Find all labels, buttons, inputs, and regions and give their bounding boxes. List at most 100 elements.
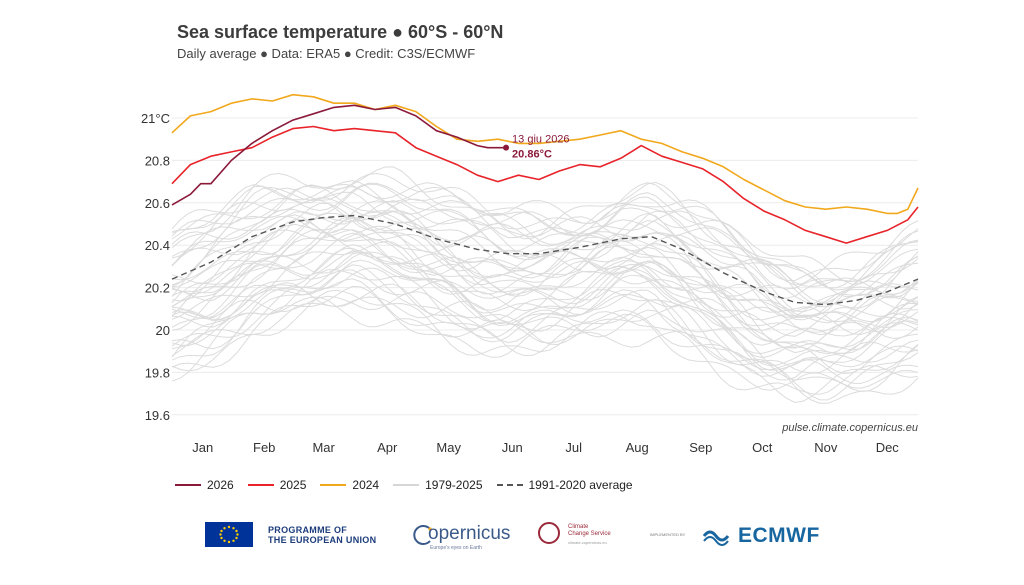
series-line-2024 — [171, 93, 919, 215]
historical-line — [171, 263, 919, 375]
historical-line — [171, 182, 919, 289]
chart-title: Sea surface temperature ● 60°S - 60°N — [177, 22, 504, 42]
x-tick-label: Jan — [192, 440, 213, 455]
c3s-logo-text: Climate Change Service — [568, 524, 611, 538]
legend-label-historical: 1979-2025 — [425, 478, 483, 492]
y-tick-label: 20.2 — [145, 281, 170, 296]
historical-line — [171, 296, 919, 404]
historical-line — [171, 210, 919, 318]
series-line-2026 — [171, 104, 507, 206]
historical-line — [171, 211, 919, 312]
historical-line — [171, 217, 919, 331]
latest-point-marker — [503, 144, 510, 151]
eu-line-2: THE EUROPEAN UNION — [268, 535, 377, 545]
eu-programme-text: PROGRAMME OF THE EUROPEAN UNION — [268, 525, 376, 545]
historical-line — [171, 289, 919, 395]
copernicus-logo: opernicus — [428, 523, 511, 544]
historical-line — [171, 172, 919, 282]
annotation-layer: 13 giu 2026 20.86°C — [503, 134, 570, 161]
annotation-date: 13 giu 2026 — [512, 134, 570, 146]
historical-line — [171, 232, 919, 346]
legend-item-average[interactable]: 1991-2020 average — [496, 478, 633, 492]
x-tick-label: Sep — [689, 440, 712, 455]
x-tick-label: Jun — [502, 440, 523, 455]
x-tick-label: Apr — [377, 440, 398, 455]
historical-line — [171, 172, 919, 285]
historical-line — [171, 185, 919, 291]
x-tick-label: Mar — [312, 440, 335, 455]
historical-line — [171, 291, 919, 401]
y-tick-label: 20 — [156, 323, 170, 338]
historical-line — [171, 183, 919, 299]
historical-line — [171, 250, 919, 355]
copernicus-c-icon — [413, 525, 432, 545]
legend-label-2026: 2026 — [207, 478, 234, 492]
y-tick-label: 19.6 — [145, 408, 170, 423]
historical-line — [171, 269, 919, 374]
historical-line — [171, 182, 919, 290]
c3s-url: climate.copernicus.eu — [568, 540, 607, 545]
ecmwf-wave-icon — [702, 530, 730, 546]
x-axis-ticks: Jan Feb Mar Apr May Jun Jul Aug Sep Oct Nov Dec — [192, 440, 899, 455]
x-tick-label: Jul — [565, 440, 582, 455]
legend-item-2024[interactable]: 2024 — [320, 478, 379, 492]
x-tick-label: Oct — [752, 440, 773, 455]
c3s-line-2: Change Service — [568, 531, 611, 537]
y-tick-label: 20.8 — [145, 153, 170, 168]
legend-item-2026[interactable]: 2026 — [175, 478, 234, 492]
copernicus-tagline: Europe's eyes on Earth — [430, 545, 482, 551]
historical-line — [171, 228, 919, 336]
historical-line — [171, 197, 919, 303]
historical-line — [171, 267, 919, 381]
historical-line — [171, 251, 919, 367]
eu-line-1: PROGRAMME OF — [268, 525, 348, 535]
y-tick-label: 20.4 — [145, 238, 170, 253]
x-tick-label: May — [436, 440, 461, 455]
legend-item-2025[interactable]: 2025 — [247, 478, 307, 492]
eu-stars-icon — [219, 525, 239, 544]
historical-line — [171, 214, 919, 323]
legend-swatch-2024 — [320, 484, 347, 486]
historical-line — [171, 166, 919, 286]
legend-swatch-historical — [393, 484, 420, 486]
historical-line — [171, 200, 919, 313]
legend-label-2025: 2025 — [279, 478, 307, 492]
historical-line — [171, 210, 919, 321]
historical-line — [171, 259, 919, 371]
series-line-2025 — [171, 125, 919, 244]
logo-bar: PROGRAMME OF THE EUROPEAN UNION opernicu… — [0, 518, 1024, 558]
c3s-line-1: Climate — [568, 524, 589, 530]
eu-flag-logo — [205, 522, 253, 547]
source-note: pulse.climate.copernicus.eu — [781, 422, 918, 434]
historical-line — [171, 225, 919, 337]
x-tick-label: Dec — [876, 440, 900, 455]
ecmwf-logo: ECMWF — [738, 524, 820, 547]
historical-lines-layer — [171, 166, 919, 404]
y-axis-ticks: 19.6 19.8 20 20.2 20.4 20.6 20.8 21°C — [141, 111, 170, 423]
y-tick-label: 21°C — [141, 111, 170, 126]
historical-line — [171, 216, 919, 324]
c3s-logo-icon — [538, 522, 560, 544]
historical-line — [171, 247, 919, 355]
legend-item-historical[interactable]: 1979-2025 — [393, 478, 483, 492]
x-tick-label: Feb — [253, 440, 275, 455]
y-tick-label: 19.8 — [145, 365, 170, 380]
legend-label-2024: 2024 — [352, 478, 380, 492]
legend-label-average: 1991-2020 average — [528, 478, 633, 492]
x-tick-label: Nov — [814, 440, 838, 455]
historical-line — [171, 200, 919, 318]
grid-layer — [172, 117, 918, 416]
legend-swatch-2026 — [175, 484, 201, 486]
historical-line — [171, 278, 919, 385]
series-layer — [171, 93, 919, 306]
chart-subtitle: Daily average ● Data: ERA5 ● Credit: C3S… — [177, 46, 476, 61]
chart-legend: 2026 2025 2024 1979-2025 1991-2020 avera… — [175, 478, 647, 492]
legend-swatch-average — [496, 484, 523, 486]
implemented-by-text: IMPLEMENTED BY — [650, 532, 686, 537]
y-tick-label: 20.6 — [145, 196, 170, 211]
historical-line — [171, 283, 919, 404]
annotation-value: 20.86°C — [512, 149, 552, 161]
historical-line — [171, 240, 919, 354]
legend-swatch-2025 — [247, 484, 274, 486]
